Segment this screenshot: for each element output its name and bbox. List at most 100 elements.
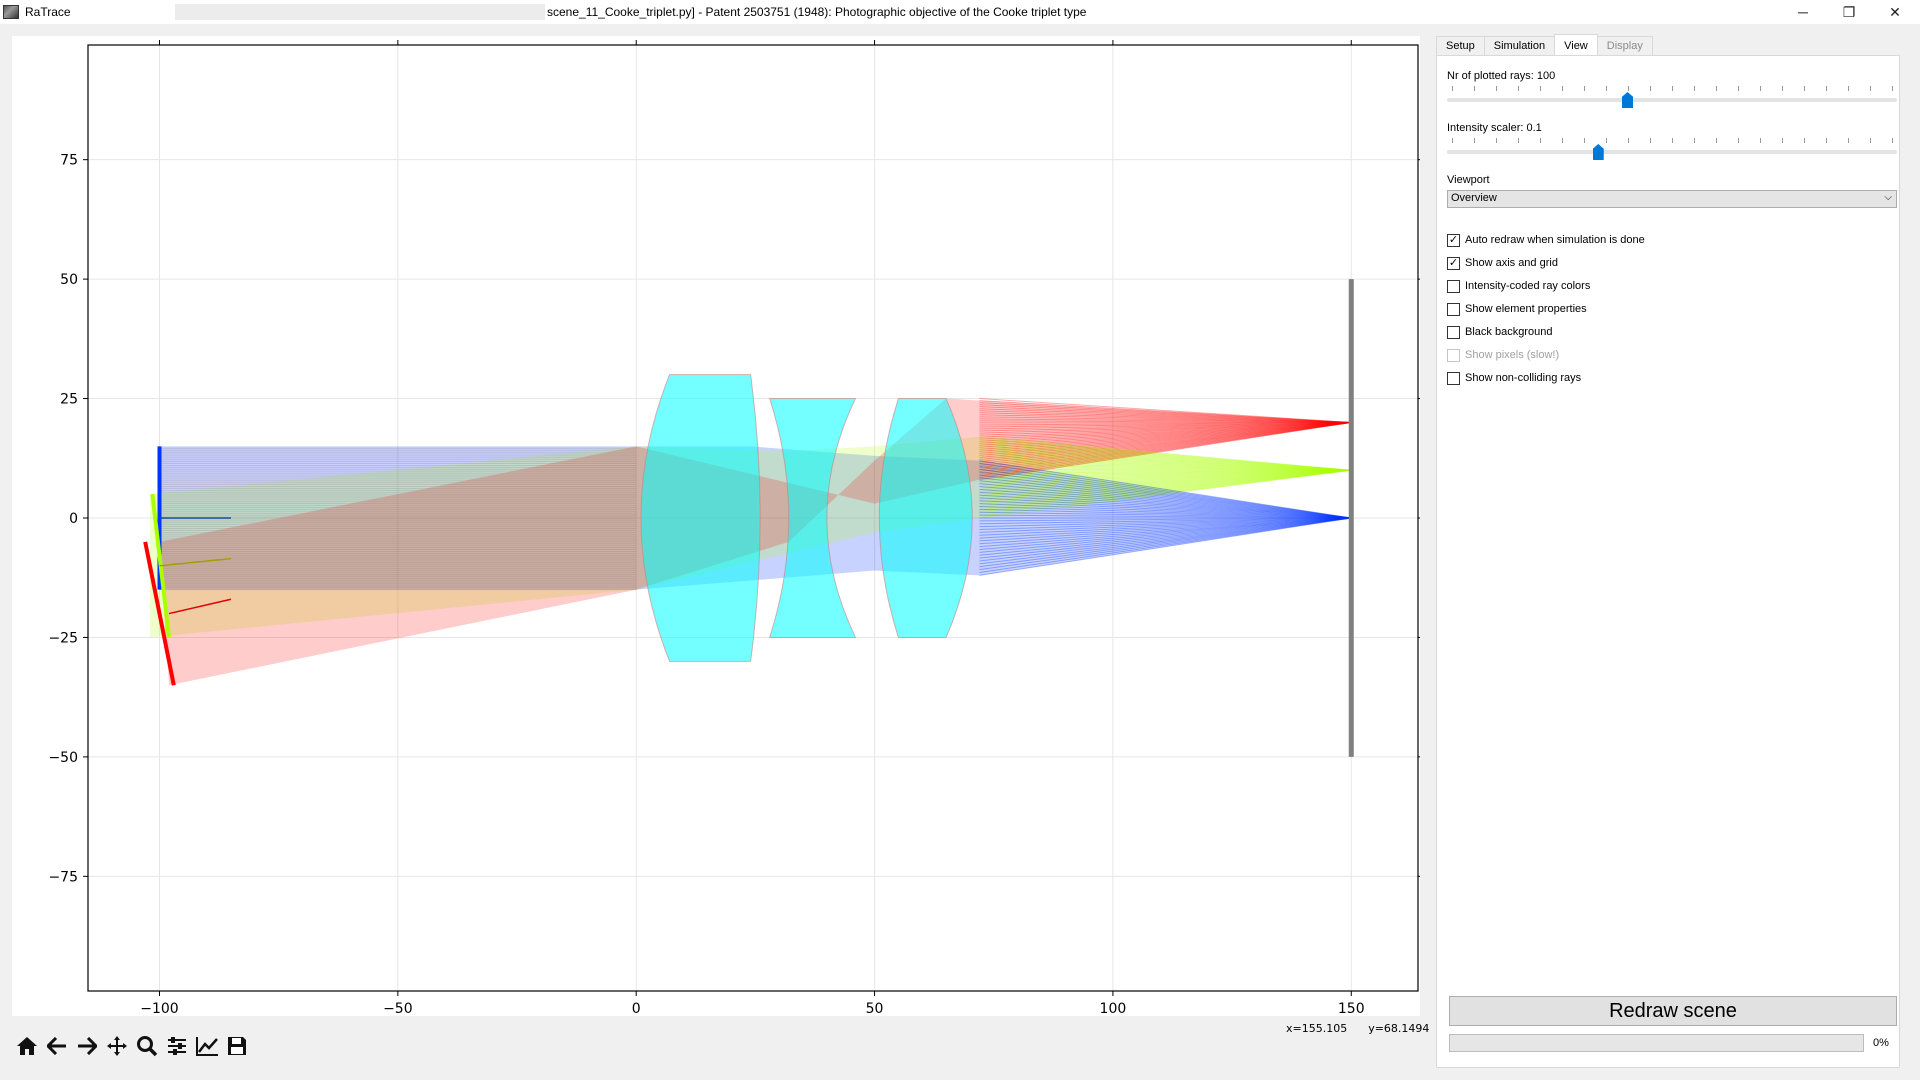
red-ray-line [979, 404, 1352, 423]
plot-canvas[interactable]: −100 −50 0 50 100 150 75 50 25 0 −25 −50 −75 [12, 36, 1420, 1016]
blue-ray-line [979, 517, 1352, 522]
checkbox-box[interactable] [1447, 279, 1460, 293]
red-ray-line [979, 421, 1352, 430]
slider-tick [1606, 138, 1607, 143]
slider-tick [1474, 138, 1475, 143]
x-tick-label: −50 [383, 1001, 413, 1016]
green-ray-line [979, 469, 1352, 480]
red-ray-line [979, 420, 1352, 423]
green-ray-line [979, 456, 1352, 471]
configure-subplots-icon[interactable] [162, 1031, 192, 1061]
slider-tick [1716, 86, 1717, 91]
slider-handle[interactable] [1622, 92, 1633, 108]
checkbox-label: Intensity-coded ray colors [1465, 280, 1591, 292]
green-ray-line [979, 469, 1352, 497]
checkmark-icon[interactable]: ✓ [1447, 233, 1460, 247]
cursor-coordinates: x=155.105 y=68.1494 [1286, 1022, 1429, 1035]
red-direction-arrow [168, 598, 232, 615]
blue-ray-line [979, 517, 1352, 551]
blue-ray-line [979, 485, 1352, 519]
checkbox-box[interactable] [1447, 325, 1460, 339]
x-tick-label: 150 [1338, 1001, 1365, 1016]
minimize-button[interactable]: ─ [1798, 4, 1808, 20]
pan-icon[interactable] [102, 1031, 132, 1061]
close-button[interactable]: ✕ [1889, 3, 1901, 20]
checkbox-box[interactable] [1447, 302, 1460, 316]
blue-ray-line [979, 506, 1352, 519]
red-ray-line [979, 421, 1352, 471]
zoom-icon[interactable] [132, 1031, 162, 1061]
blue-ray-line [979, 517, 1352, 553]
black-background-checkbox[interactable]: Black background [1447, 324, 1552, 340]
blue-ray-line [979, 500, 1352, 519]
edit-axis-icon[interactable] [192, 1031, 222, 1061]
blue-ray-line [979, 517, 1352, 568]
red-ray-line [979, 408, 1352, 423]
intensity-slider[interactable] [1447, 138, 1897, 160]
slider-tick [1628, 138, 1629, 143]
green-ray-line [979, 466, 1352, 471]
red-ray-line [979, 421, 1352, 434]
red-ray-line [979, 421, 1352, 426]
blue-ray-line [979, 474, 1352, 519]
green-ray-line [979, 469, 1352, 519]
show-axis-grid-checkbox[interactable]: ✓ Show axis and grid [1447, 255, 1558, 271]
restore-button[interactable]: ❐ [1842, 3, 1856, 20]
blue-ray-line [979, 494, 1352, 519]
checkbox-box[interactable] [1447, 371, 1460, 385]
blue-ray-line [979, 517, 1352, 533]
redraw-button[interactable]: Redraw scene [1449, 996, 1897, 1026]
slider-handle[interactable] [1592, 144, 1604, 160]
green-ray-line [979, 460, 1352, 471]
lens-element-3 [878, 398, 973, 638]
slider-groove [1447, 98, 1897, 102]
auto-redraw-checkbox[interactable]: ✓ Auto redraw when simulation is done [1447, 232, 1645, 248]
blue-ray-line [979, 517, 1352, 573]
red-ray-line [979, 421, 1352, 444]
back-arrow-icon[interactable] [42, 1031, 72, 1061]
green-ray-line [979, 469, 1352, 505]
blue-ray-line [979, 517, 1352, 565]
intensity-label: Intensity scaler: 0.1 [1447, 122, 1542, 134]
x-tick-label: −100 [140, 1001, 178, 1016]
tab-view[interactable]: View [1554, 34, 1598, 55]
blue-ray-line [979, 517, 1352, 559]
slider-tick [1848, 138, 1849, 143]
save-icon[interactable] [222, 1031, 252, 1061]
slider-tick [1782, 86, 1783, 91]
progress-text: 0% [1873, 1037, 1889, 1049]
blue-ray-line [979, 517, 1352, 542]
checkmark-icon[interactable]: ✓ [1447, 256, 1460, 270]
red-ray-line [979, 416, 1352, 423]
slider-tick [1826, 138, 1827, 143]
home-icon[interactable] [12, 1031, 42, 1061]
slider-tick [1870, 138, 1871, 143]
slider-tick [1518, 138, 1519, 143]
blue-ray-line [979, 468, 1352, 519]
blue-ray-line [979, 463, 1352, 519]
viewport-select[interactable]: Overview ⌵ [1447, 190, 1897, 208]
raytrace-plot[interactable]: −100 −50 0 50 100 150 75 50 25 0 −25 −50 −75 [12, 36, 1420, 1016]
slider-tick [1892, 138, 1893, 143]
tab-simulation[interactable]: Simulation [1483, 36, 1556, 55]
blue-ray-line [979, 465, 1352, 519]
rays-slider[interactable] [1447, 86, 1897, 108]
intensity-coded-colors-checkbox[interactable]: Intensity-coded ray colors [1447, 278, 1590, 294]
y-tick-label: 25 [60, 392, 78, 408]
navigation-toolbar [12, 1028, 252, 1064]
red-ray-line [979, 421, 1352, 458]
red-ray-line [979, 418, 1352, 423]
window-title: scene_11_Cooke_triplet.py] - Patent 2503… [547, 5, 1087, 19]
show-element-properties-checkbox[interactable]: Show element properties [1447, 301, 1587, 317]
forward-arrow-icon[interactable] [72, 1031, 102, 1061]
tab-display: Display [1596, 36, 1653, 55]
red-ray-line [979, 421, 1352, 428]
tab-setup[interactable]: Setup [1436, 36, 1485, 55]
show-non-colliding-rays-checkbox[interactable]: Show non-colliding rays [1447, 370, 1581, 386]
slider-tick [1804, 138, 1805, 143]
red-ray-line [979, 421, 1352, 438]
red-ray-line [979, 410, 1352, 423]
green-ray-line [979, 469, 1352, 513]
slider-tick [1584, 86, 1585, 91]
green-ray-line [979, 469, 1352, 499]
